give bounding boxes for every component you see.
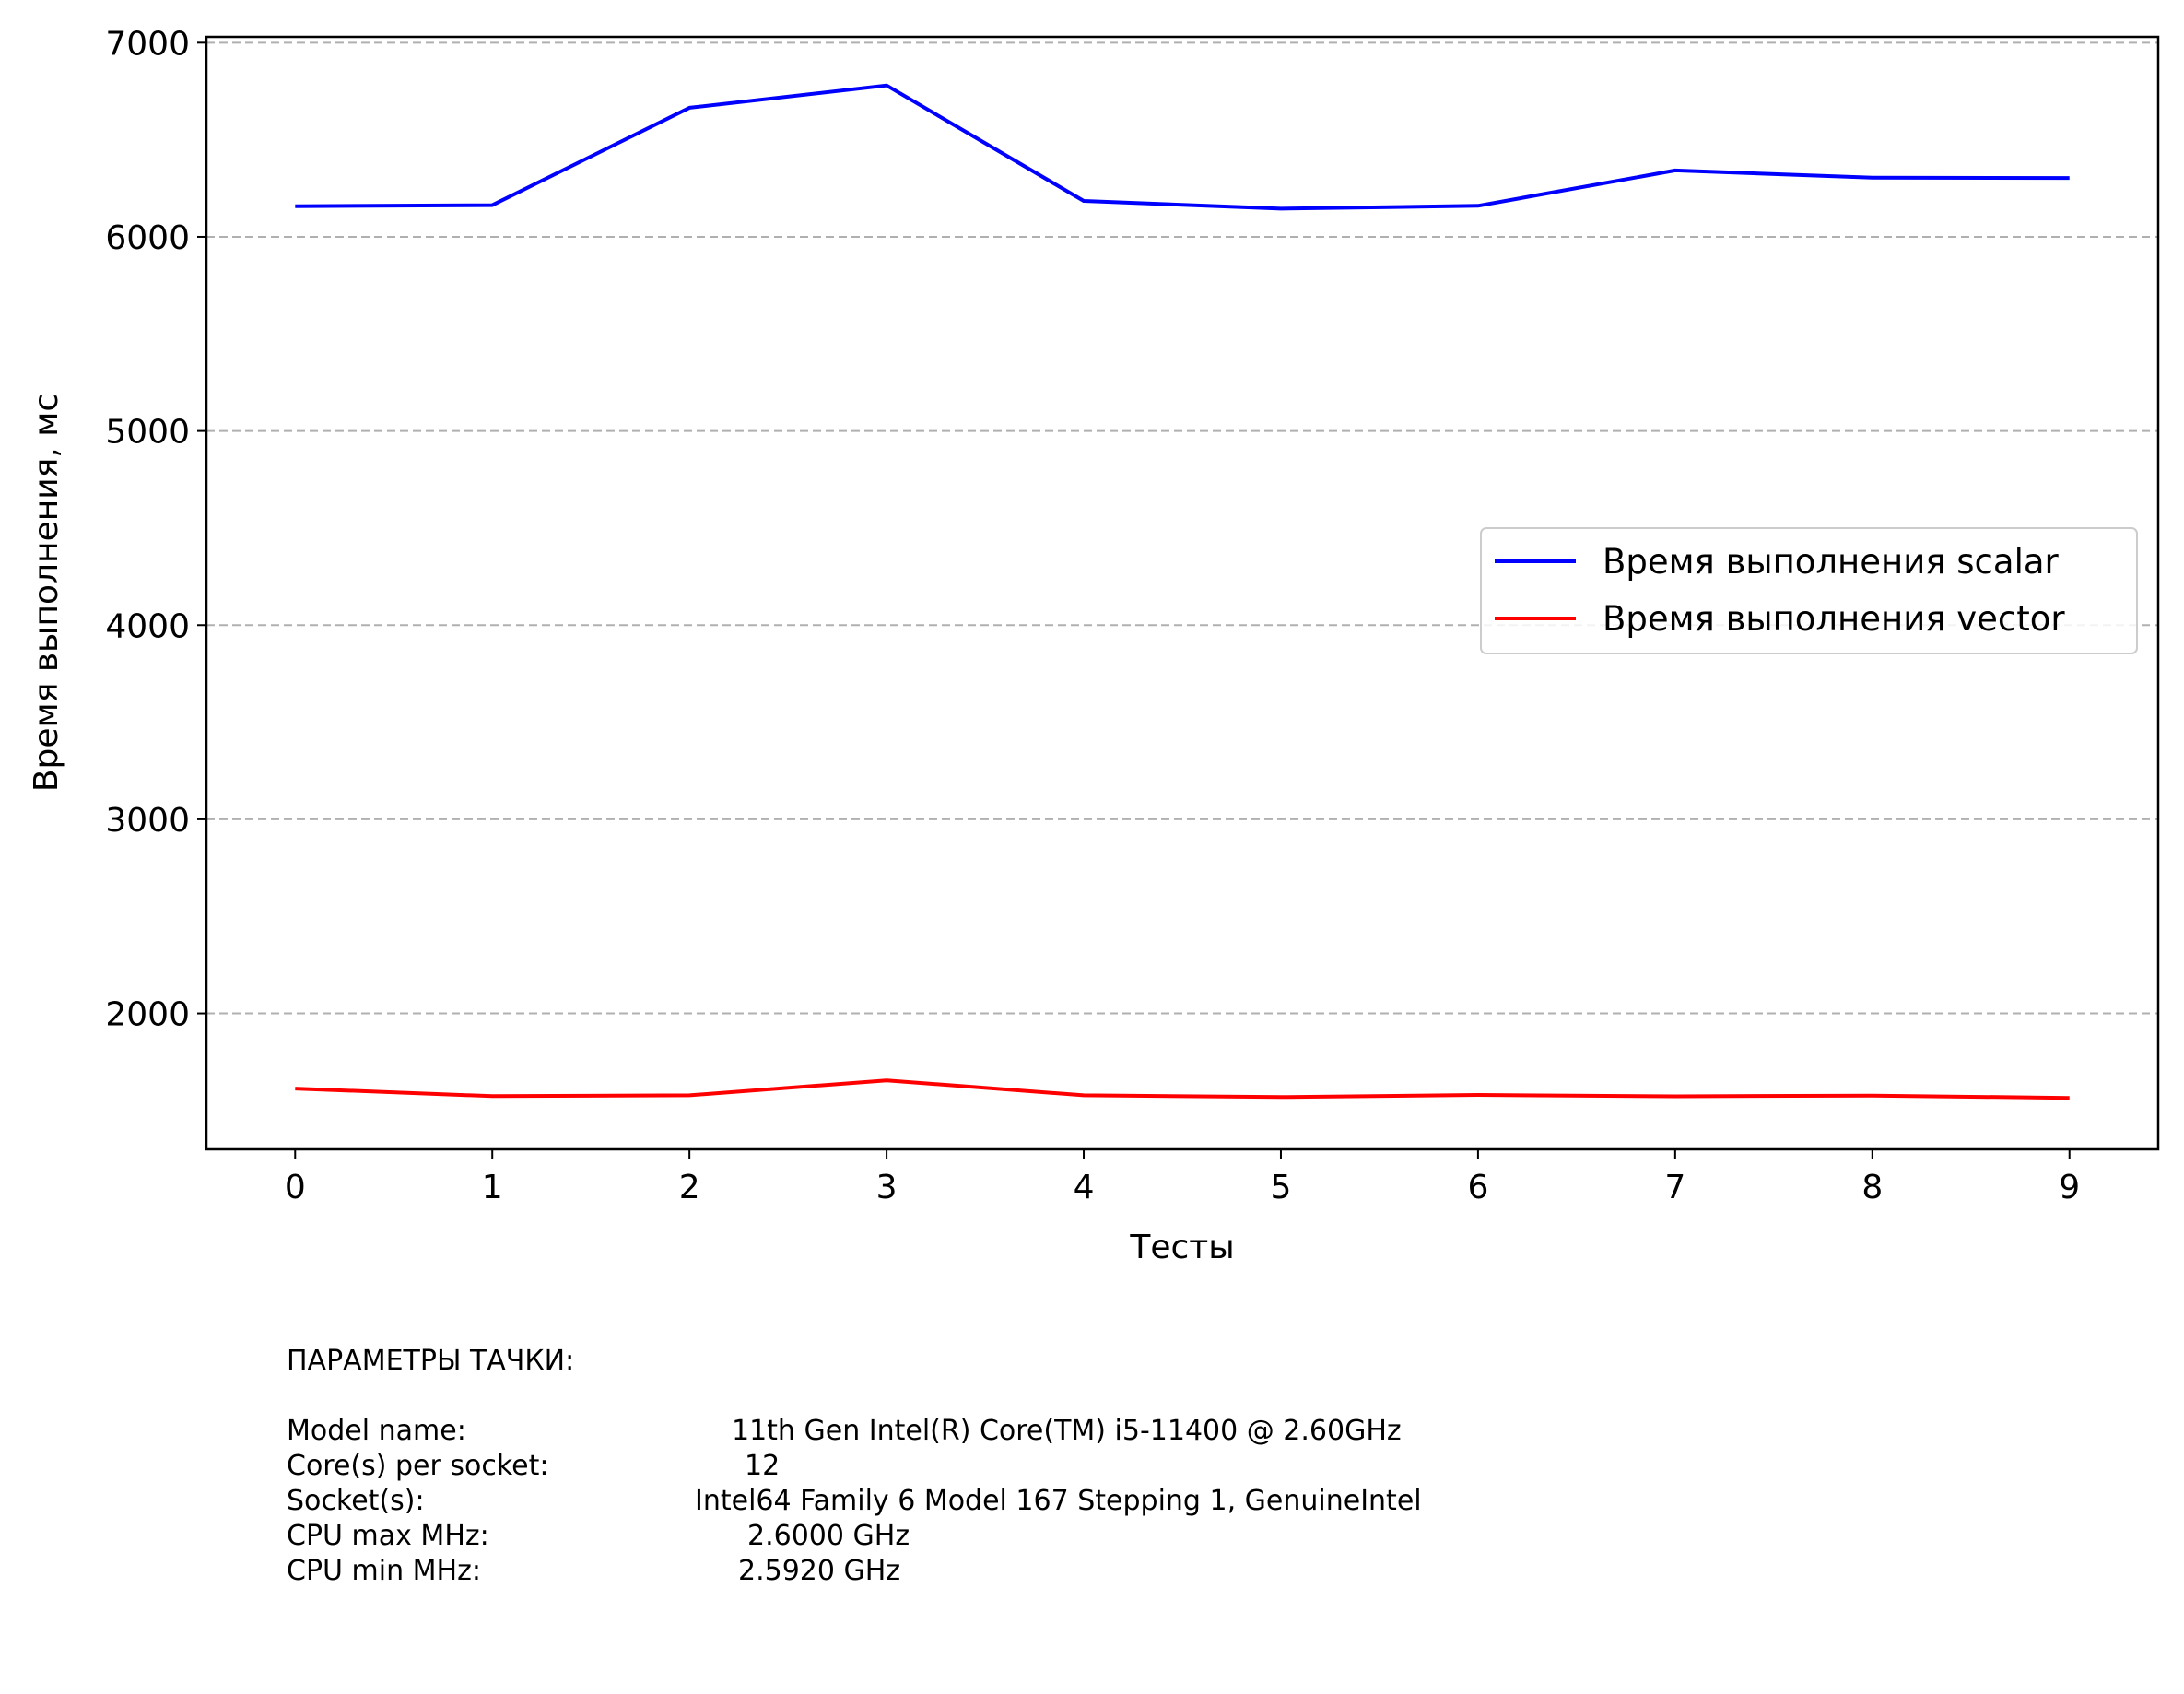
- legend-label-scalar: Время выполнения scalar: [1603, 542, 2060, 582]
- x-tick-label: 4: [1074, 1169, 1095, 1206]
- line-chart: 0 1 2 3 4 5 6 7 8 9 2000 3000 4000 5000 6000 7000 Тест…: [28, 25, 2160, 1266]
- param-value: Intel64 Family 6 Model 167 Stepping 1, G…: [695, 1485, 1422, 1517]
- param-value: 2.6000 GHz: [747, 1520, 910, 1552]
- param-row-sockets: Socket(s): Intel64 Family 6 Model 167 St…: [287, 1484, 1422, 1519]
- plot-area-frame: [205, 35, 2160, 1151]
- series-line-vector: [295, 1078, 2070, 1100]
- param-value: 11th Gen Intel(R) Core(TM) i5-11400 @ 2.…: [732, 1415, 1402, 1447]
- series-line-scalar: [295, 83, 2070, 211]
- param-key: Model name:: [287, 1415, 466, 1447]
- param-row-cores: Core(s) per socket: 12: [287, 1449, 780, 1484]
- legend-box: [1480, 527, 2138, 654]
- grid-lines: [206, 41, 2158, 1015]
- param-value: 12: [745, 1450, 781, 1482]
- param-row-cpu-min: CPU min MHz: 2.5920 GHz: [287, 1554, 900, 1589]
- x-axis-title: Тесты: [1129, 1229, 1234, 1266]
- x-tick-label: 7: [1664, 1169, 1685, 1206]
- y-tick-label: 5000: [105, 414, 190, 452]
- param-key: Socket(s):: [287, 1485, 425, 1517]
- param-key: Core(s) per socket:: [287, 1450, 549, 1482]
- x-tick-label: 2: [679, 1169, 700, 1206]
- series-lines: [295, 83, 2070, 1100]
- legend: Время выполнения scalar Время выполнения…: [1480, 527, 2138, 654]
- x-tick-label: 5: [1271, 1169, 1292, 1206]
- y-axis-title: Время выполнения, мс: [28, 394, 65, 792]
- param-row-cpu-max: CPU max MHz: 2.6000 GHz: [287, 1519, 910, 1554]
- x-tick-label: 0: [285, 1169, 306, 1206]
- x-tick-label: 1: [482, 1169, 503, 1206]
- x-axis-ticks: 0 1 2 3 4 5 6 7 8 9: [285, 1149, 2080, 1206]
- machine-parameters: ПАРАМЕТРЫ ТАЧКИ: Model name: 11th Gen In…: [287, 1344, 1422, 1589]
- x-tick-label: 9: [2059, 1169, 2080, 1206]
- y-tick-label: 7000: [105, 25, 190, 63]
- param-row-model-name: Model name: 11th Gen Intel(R) Core(TM) i…: [287, 1414, 1402, 1449]
- y-axis-ticks: 2000 3000 4000 5000 6000 7000: [105, 25, 206, 1034]
- y-tick-label: 4000: [105, 607, 190, 645]
- legend-label-vector: Время выполнения vector: [1603, 599, 2065, 639]
- x-tick-label: 8: [1861, 1169, 1883, 1206]
- param-key: CPU min MHz:: [287, 1555, 481, 1587]
- param-key: CPU max MHz:: [287, 1520, 489, 1552]
- x-tick-label: 3: [876, 1169, 898, 1206]
- parameters-heading: ПАРАМЕТРЫ ТАЧКИ:: [287, 1345, 575, 1377]
- param-value: 2.5920 GHz: [738, 1555, 901, 1587]
- y-tick-label: 2000: [105, 996, 190, 1034]
- x-tick-label: 6: [1467, 1169, 1488, 1206]
- y-tick-label: 3000: [105, 802, 190, 840]
- y-tick-label: 6000: [105, 219, 190, 257]
